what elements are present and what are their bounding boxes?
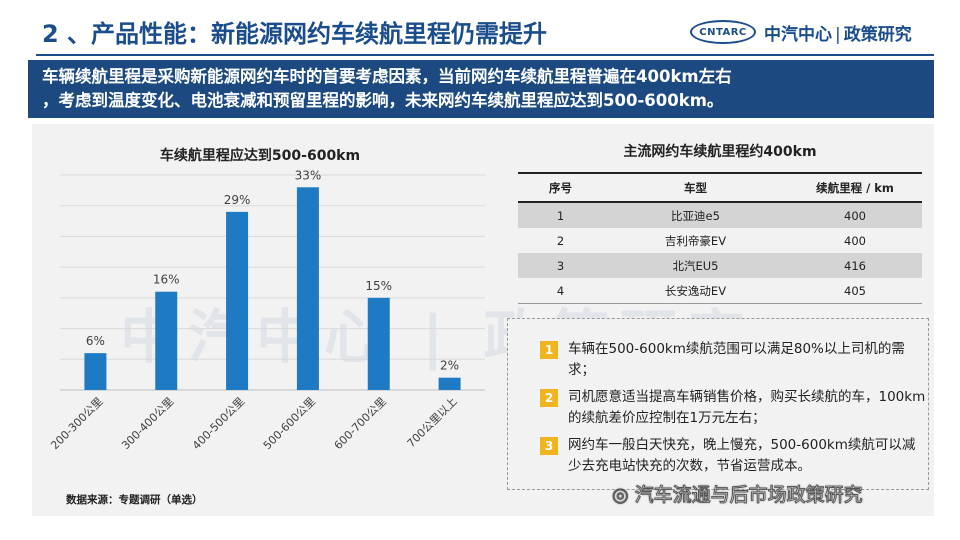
cell-index: 1: [518, 202, 603, 228]
wechat-icon: ◎: [612, 484, 630, 507]
data-label-1: 6%: [86, 334, 105, 348]
table-row: 3 北汽EU5 416: [518, 253, 922, 278]
header-divider: [36, 54, 934, 56]
summary-banner: 车辆续航里程是采购新能源网约车时的首要考虑因素，当前网约车续航里程普遍在400k…: [28, 60, 934, 118]
cell-range: 405: [788, 278, 922, 304]
category-label-1: 200-300公里: [48, 395, 105, 452]
cell-model: 比亚迪e5: [603, 202, 788, 228]
banner-line-1: 车辆续航里程是采购新能源网约车时的首要考虑因素，当前网约车续航里程普遍在400k…: [42, 67, 732, 86]
note-number-badge: 1: [540, 341, 558, 359]
header-range: 续航里程 / km: [788, 172, 922, 203]
category-label-4: 500-600公里: [261, 395, 318, 452]
notes-box: 1 车辆在500-600km续航范围可以满足80%以上司机的需求； 2 司机愿意…: [507, 318, 929, 490]
data-source: 数据来源：专题调研（单选）: [66, 494, 203, 506]
data-label-2: 16%: [153, 273, 180, 287]
cell-index: 3: [518, 253, 603, 278]
category-label-5: 600-700公里: [332, 395, 389, 452]
header-model: 车型: [603, 172, 788, 203]
cell-model: 长安逸动EV: [603, 278, 788, 304]
table-title: 主流网约车续航里程约400km: [623, 144, 817, 160]
data-label-5: 15%: [365, 279, 392, 293]
bar-6: [438, 377, 461, 390]
range-bar-chart: 6% 200-300公里 16% 300-400公里 29% 400-500公里 33% 50…: [48, 168, 485, 452]
brand-right: 政策研究: [843, 25, 912, 45]
category-label-3: 400-500公里: [190, 395, 247, 452]
bar-2: [155, 291, 178, 390]
cell-range: 400: [788, 202, 922, 228]
data-label-4: 33%: [295, 168, 322, 182]
category-label-2: 300-400公里: [119, 395, 176, 452]
table-header-row: 序号 车型 续航里程 / km: [518, 172, 922, 203]
range-table: 序号 车型 续航里程 / km 1 比亚迪e5 400 2 吉利帝豪EV 400…: [518, 172, 922, 304]
cell-range: 400: [844, 233, 866, 248]
cell-range: 416: [788, 253, 922, 278]
bar-4: [296, 187, 319, 390]
note-text: 司机愿意适当提高车辆销售价格，购买长续航的车，100km的续航差价应控制在1万元…: [568, 389, 926, 426]
table-row: 4 长安逸动EV 405: [518, 278, 922, 304]
bar-3: [226, 211, 249, 390]
brand-separator: |: [835, 25, 841, 45]
chart-title: 车续航里程应达到500-600km: [159, 148, 361, 164]
brand-left: 中汽中心: [764, 25, 832, 45]
cell-model: 北汽EU5: [603, 253, 788, 278]
bar-5: [367, 297, 390, 390]
wechat-watermark: ◎ 汽车流通与后市场政策研究: [612, 480, 864, 507]
cell-model: 吉利帝豪EV: [664, 233, 727, 248]
header-index: 序号: [518, 172, 603, 203]
cntarc-logo: CNTARC: [690, 20, 756, 44]
page-title: 2 、产品性能：新能源网约车续航里程仍需提升: [42, 20, 548, 48]
note-text: 车辆在500-600km续航范围可以满足80%以上司机的需求；: [568, 341, 905, 378]
wechat-account-name: 汽车流通与后市场政策研究: [634, 484, 863, 507]
note-text: 网约车一般白天快充，晚上慢充，500-600km续航可以减少去充电站快充的次数，…: [568, 437, 916, 474]
cell-index: 2: [556, 233, 565, 248]
banner-line-2: ，考虑到温度变化、电池衰减和预留里程的影响，未来网约车续航里程应达到500-60…: [42, 91, 724, 110]
table-row: 1 比亚迪e5 400: [518, 202, 922, 228]
brand-name: 中汽中心 | 政策研究: [764, 20, 912, 45]
data-label-6: 2%: [440, 359, 459, 373]
data-label-3: 29%: [224, 193, 251, 207]
note-number-badge: 3: [540, 437, 558, 455]
category-label-6: 700公里以上: [405, 395, 460, 450]
note-number-badge: 2: [540, 389, 558, 407]
bar-1: [84, 353, 107, 390]
cell-index: 4: [518, 278, 603, 304]
table-row: 2 吉利帝豪EV 400: [518, 228, 922, 253]
